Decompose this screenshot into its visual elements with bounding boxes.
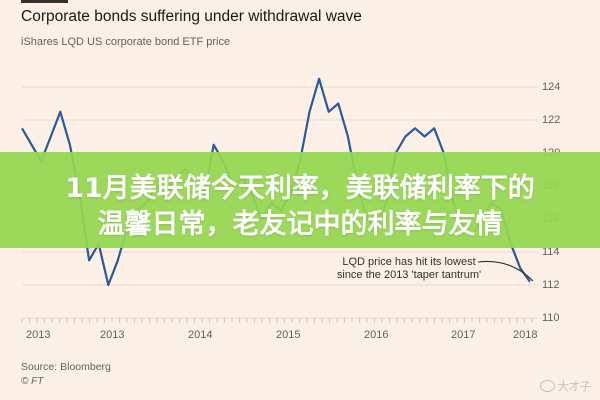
annotation-line-1: LQD price has hit its lowest xyxy=(342,256,476,268)
x-tick-label: 2013 xyxy=(100,329,125,341)
annotation-arrow xyxy=(477,260,534,282)
chart-annotation: LQD price has hit its lowest since the 2… xyxy=(323,256,495,282)
banner-headline-line-2: 温馨日常，老友记中的利率与友情 xyxy=(97,209,503,240)
x-tick-label: 2015 xyxy=(276,329,301,341)
annotation-line-2: since the 2013 'taper tantrum' xyxy=(336,269,482,281)
x-tick-label: 2016 xyxy=(364,329,389,341)
source-note: Source: Bloomberg xyxy=(21,361,111,373)
x-tick-label: 2013 xyxy=(26,329,51,341)
x-axis-ticks xyxy=(21,318,533,323)
watermark-text: 大才子 xyxy=(558,381,591,393)
chart-title: Corporate bonds suffering under withdraw… xyxy=(21,8,362,25)
y-tick-label: 122 xyxy=(542,114,561,126)
y-tick-label: 114 xyxy=(542,246,560,258)
y-tick-label: 110 xyxy=(542,312,560,324)
banner-headline-line-1: 11月美联储今天利率，美联储利率下的 xyxy=(65,173,535,204)
y-tick-label: 112 xyxy=(542,279,560,291)
copyright-note: © FT xyxy=(21,376,44,387)
x-tick-label: 2014 xyxy=(188,329,213,341)
x-tick-label: 2017 xyxy=(451,329,476,341)
weibo-icon xyxy=(540,380,555,392)
y-tick-label: 124 xyxy=(542,81,561,93)
watermark: 大才子 xyxy=(540,378,591,394)
ft-accent-bar xyxy=(21,0,68,3)
x-tick-label: 2018 xyxy=(513,329,538,341)
headline-banner: 11月美联储今天利率，美联储利率下的 温馨日常，老友记中的利率与友情 xyxy=(0,152,600,248)
chart-subtitle: iShares LQD US corporate bond ETF price xyxy=(21,36,231,48)
